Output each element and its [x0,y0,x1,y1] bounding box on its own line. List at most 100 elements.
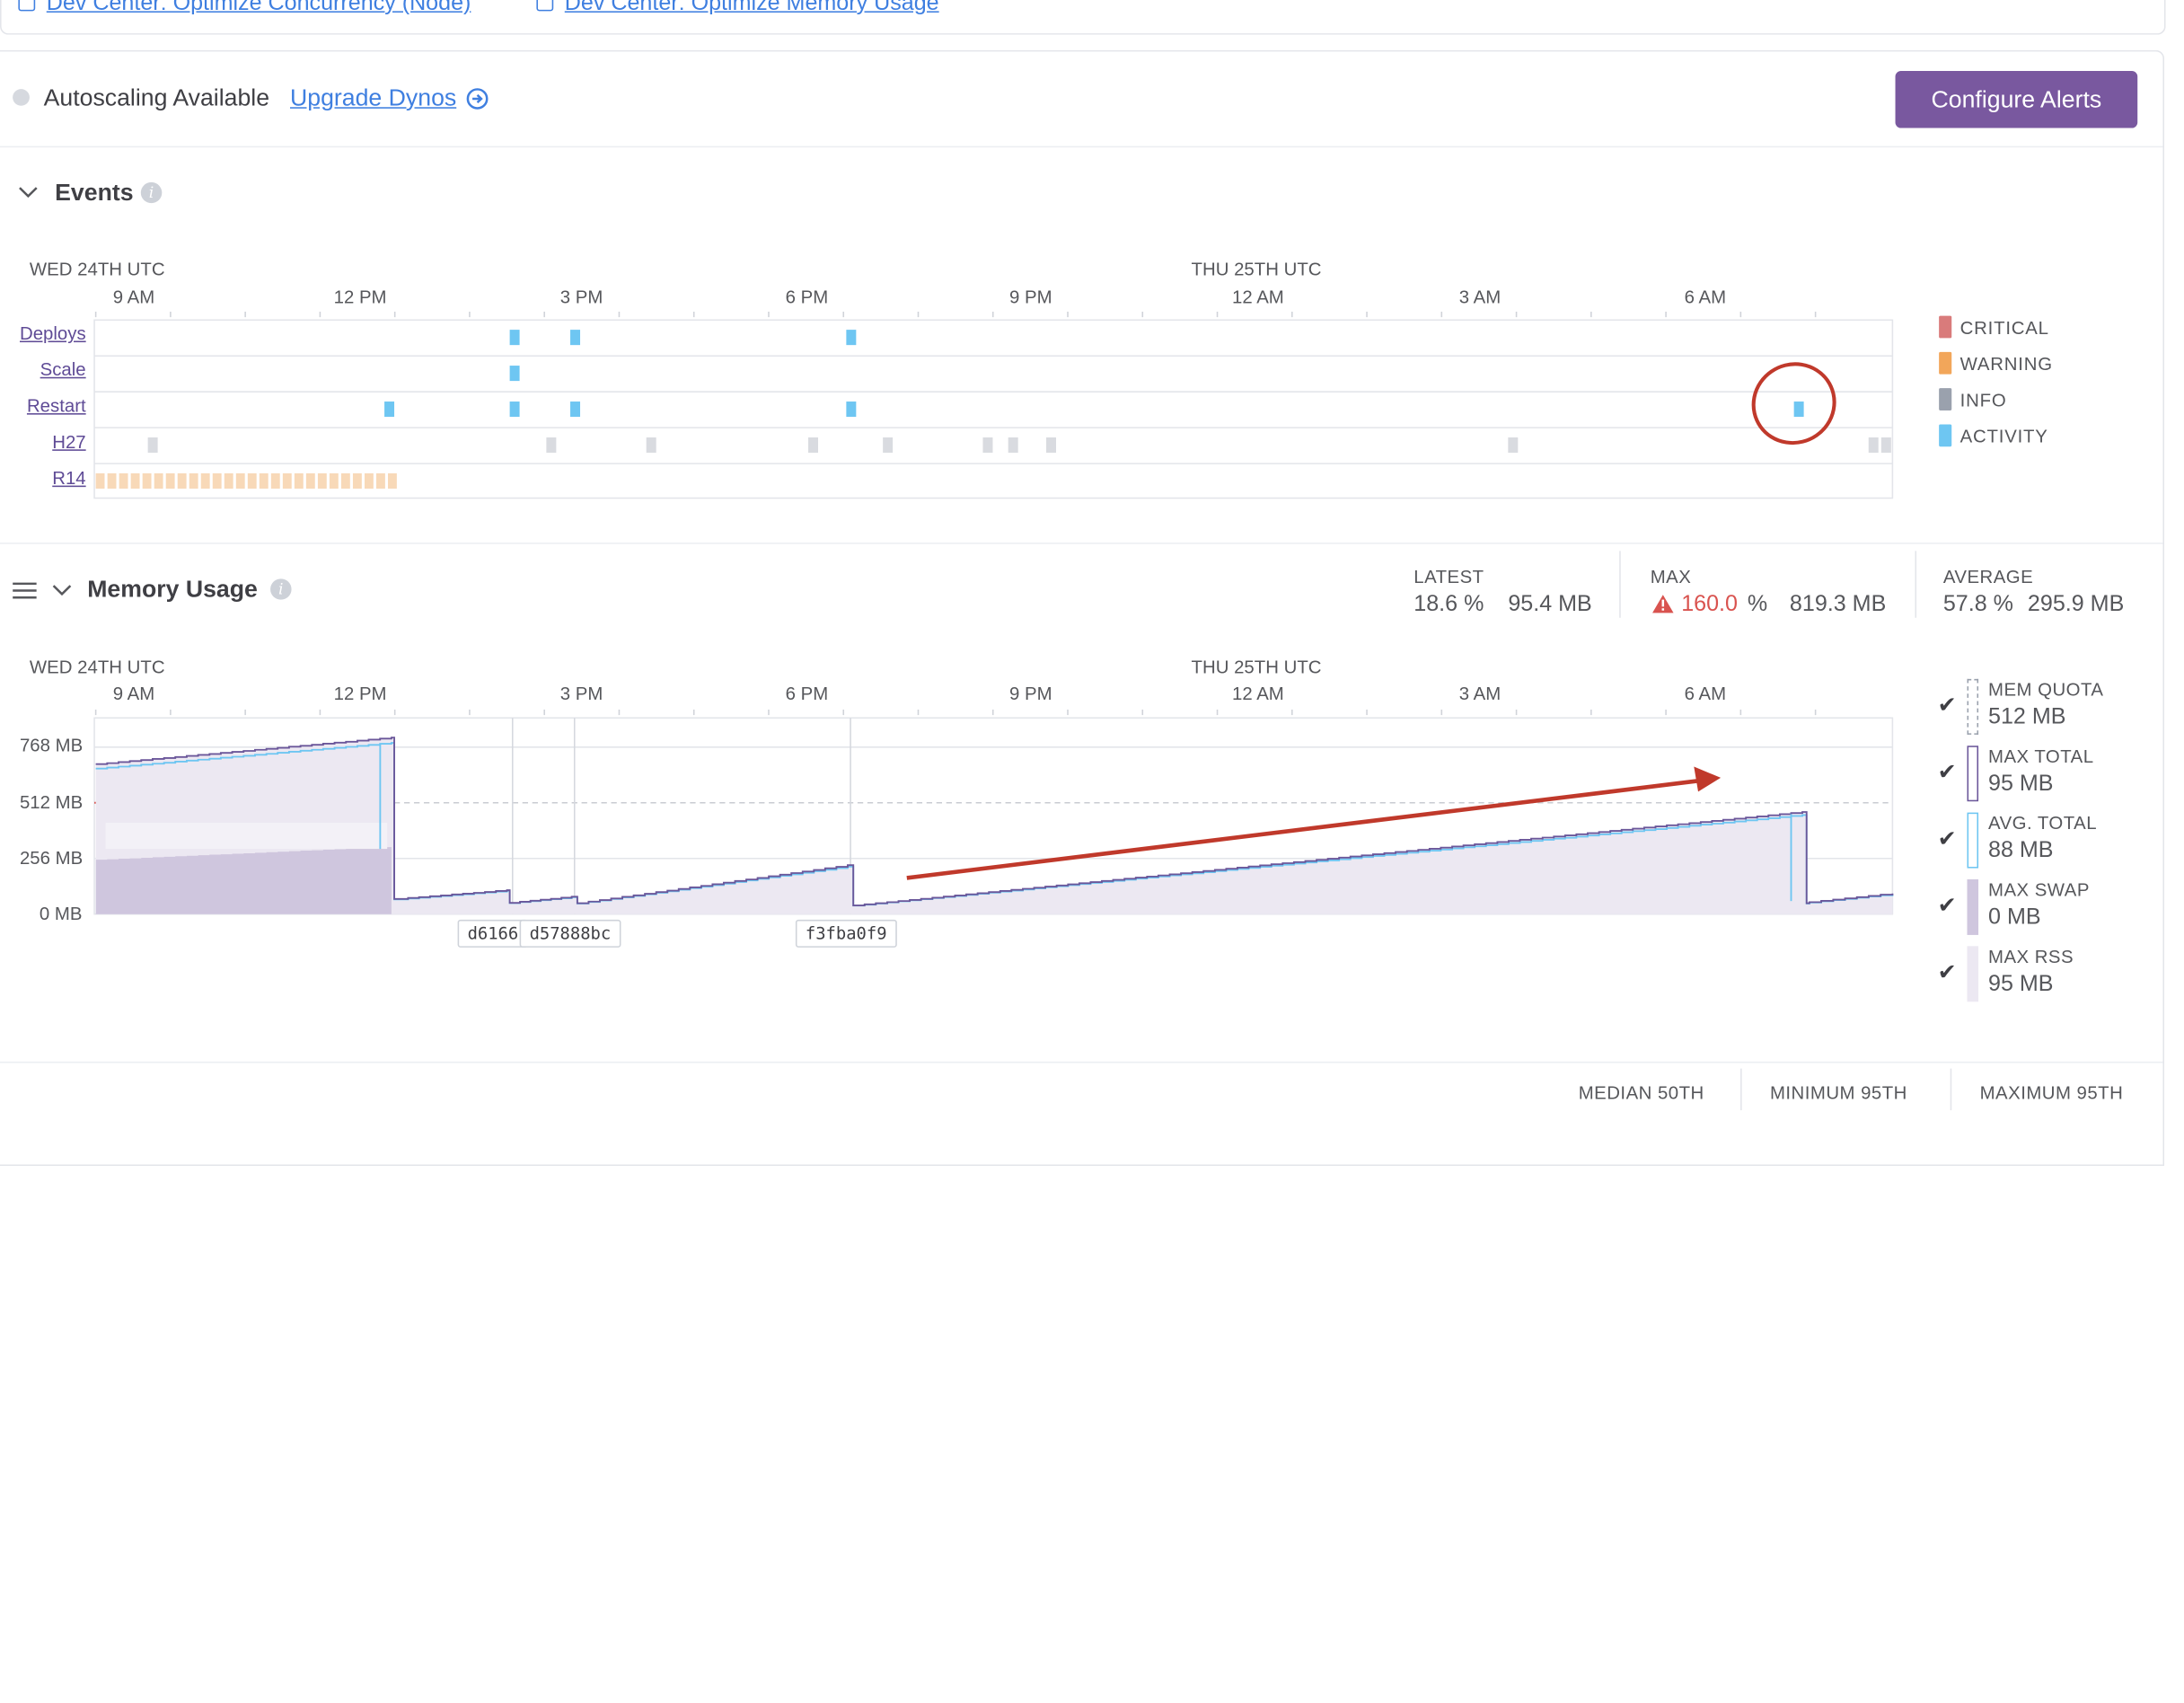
stat-latest-mb: 95.4 MB [1508,592,1592,617]
row-label-h27[interactable]: H27 [52,431,86,453]
max-rss-swatch [1967,946,1979,1002]
event-marker [317,472,327,490]
events-day1: WED 24TH UTC [29,259,165,280]
row-label-restart[interactable]: Restart [26,394,86,417]
event-marker [212,472,222,490]
event-marker [364,472,374,490]
memory-usage-chart[interactable] [0,709,1901,932]
event-marker [142,472,152,490]
time-tick-label: 9 PM [1008,287,1052,308]
divider [0,543,2163,544]
legend-avg-total-value: 88 MB [1988,839,2054,863]
event-marker [224,472,233,490]
time-tick-label: 6 AM [1684,683,1727,704]
max-total-line [95,737,1894,907]
divider [0,146,2163,148]
checkmark-icon[interactable]: ✔ [1937,961,1957,985]
stat-latest-label: LATEST [1413,566,1484,587]
stat-max-label: MAX [1650,566,1692,587]
divider [1950,1068,1952,1111]
stat-minimum-label: MINIMUM 95TH [1769,1082,1907,1104]
legend-warning-label: WARNING [1959,353,2053,375]
event-marker [384,401,395,418]
event-marker [375,472,385,490]
time-tick-label: 12 PM [333,287,387,308]
divider [1740,1068,1742,1111]
dev-center-concurrency-link[interactable]: Dev Center: Optimize Concurrency (Node) [18,0,471,17]
events-title: Events [55,179,134,207]
event-marker [1008,437,1018,454]
time-tick-label: 6 PM [785,287,829,308]
autoscaling-label: Autoscaling Available [43,84,270,111]
legend-max-swap-label: MAX SWAP [1988,878,2090,901]
time-tick-label: 3 PM [559,287,603,308]
checkmark-icon[interactable]: ✔ [1937,895,1957,919]
stat-max-mb: 819.3 MB [1789,592,1887,617]
stat-maximum-label: MAXIMUM 95TH [1979,1082,2124,1104]
legend-activity-swatch [1939,424,1952,447]
event-marker [119,472,128,490]
time-tick-label: 9 AM [112,683,155,704]
event-marker [808,437,819,454]
memory-day1: WED 24TH UTC [29,657,165,678]
annotation-circle [1751,362,1836,446]
document-icon [18,0,36,12]
event-marker [130,472,140,490]
event-marker [509,366,520,382]
legend-max-total-label: MAX TOTAL [1988,746,2094,767]
row-label-deploys[interactable]: Deploys [20,322,86,344]
time-tick-label: 3 AM [1458,287,1502,308]
legend-warning-swatch [1939,351,1952,375]
memory-day2: THU 25TH UTC [1191,657,1322,678]
legend-max-total-value: 95 MB [1988,772,2054,797]
event-marker [294,472,304,490]
checkmark-icon[interactable]: ✔ [1937,827,1957,852]
info-icon[interactable]: i [270,578,292,600]
row-label-scale[interactable]: Scale [40,358,86,380]
y-tick-512: 512 MB [19,791,84,813]
stat-average-pct: 57.8 % [1942,592,2013,617]
y-tick-256: 256 MB [19,847,84,869]
arrow-circle-icon[interactable] [466,88,489,110]
stat-average-mb: 295.9 MB [2027,592,2125,617]
event-marker [570,330,581,346]
deploy-tag[interactable]: d57888bc [519,919,621,948]
legend-max-rss-label: MAX RSS [1988,946,2074,967]
event-marker [247,472,257,490]
stat-latest-pct: 18.6 % [1413,592,1484,617]
divider [0,1061,2163,1063]
info-icon[interactable]: i [140,181,163,204]
stat-average-label: AVERAGE [1942,566,2034,587]
event-marker [107,472,117,490]
dev-center-card: Dev Center: Optimize Concurrency (Node) … [0,0,2166,35]
legend-max-swap-value: 0 MB [1988,905,2041,930]
upgrade-dynos-link[interactable]: Upgrade Dynos [290,84,457,111]
event-marker [259,472,269,490]
time-tick-label: 3 AM [1458,683,1502,704]
checkmark-icon[interactable]: ✔ [1937,761,1957,785]
y-tick-768: 768 MB [19,734,84,756]
event-marker [235,472,245,490]
configure-alerts-button[interactable]: Configure Alerts [1895,70,2138,128]
deploy-tag[interactable]: d6166 [457,919,529,948]
chevron-down-icon[interactable] [52,583,72,596]
drag-handle-icon[interactable] [13,581,37,599]
row-label-r14[interactable]: R14 [52,467,86,489]
event-marker [282,472,292,490]
legend-info-label: INFO [1959,389,2007,410]
checkmark-icon[interactable]: ✔ [1937,693,1957,719]
chevron-down-icon[interactable] [18,185,38,199]
deploy-tag[interactable]: f3fba0f9 [795,919,897,948]
legend-mem-quota-value: 512 MB [1988,705,2066,729]
legend-critical-label: CRITICAL [1959,317,2049,339]
event-marker [546,437,557,454]
legend-mem-quota-label: MEM QUOTA [1988,678,2104,701]
time-tick-label: 9 PM [1008,683,1052,704]
event-marker [1793,401,1804,418]
legend-info-swatch [1939,388,1952,410]
event-marker [329,472,339,490]
event-marker [387,472,397,490]
dev-center-memory-link[interactable]: Dev Center: Optimize Memory Usage [536,0,939,17]
max-swap-swatch [1967,878,1979,935]
time-tick-label: 9 AM [112,287,155,308]
